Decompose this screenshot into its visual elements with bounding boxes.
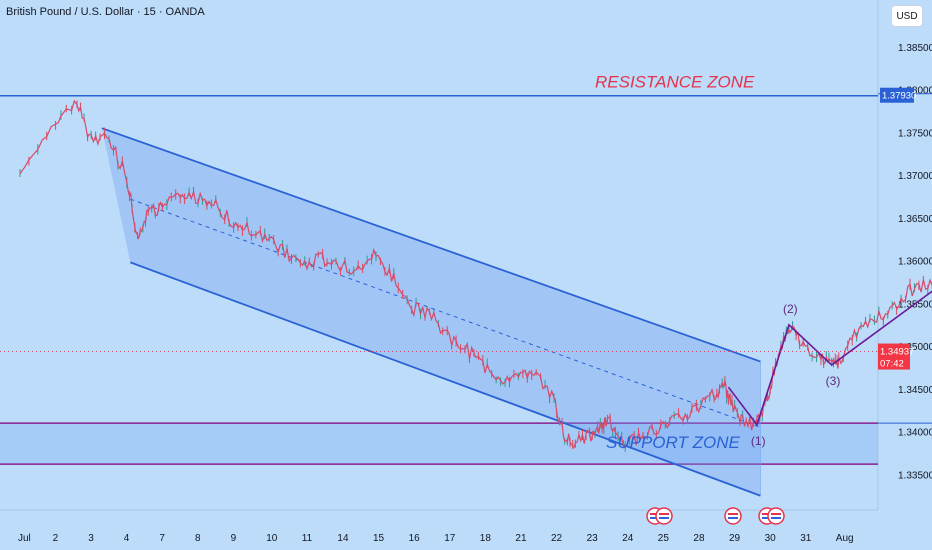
y-tick-label: 1.36500 xyxy=(898,214,932,225)
y-tick-label: 1.33500 xyxy=(898,470,932,481)
event-flag-stripe xyxy=(728,517,738,519)
event-flag-stripe xyxy=(650,517,660,519)
channel-fill xyxy=(101,128,761,496)
event-flag-stripe xyxy=(650,513,660,515)
resistance-price-badge xyxy=(880,87,914,103)
event-flag-stripe xyxy=(762,513,772,515)
x-tick-label: 8 xyxy=(195,533,201,544)
support-zone-label: SUPPORT ZONE xyxy=(606,433,740,452)
countdown-label: 07:42 xyxy=(880,359,904,370)
y-tick-label: 1.34000 xyxy=(898,428,932,439)
channel-upper-line xyxy=(101,127,761,363)
resistance-price-label: 1.37930 xyxy=(882,91,916,102)
event-flag-stripe xyxy=(728,513,738,515)
x-tick-label: Jul xyxy=(18,533,31,544)
x-tick-label: 31 xyxy=(800,533,812,544)
x-tick-label: 25 xyxy=(658,533,670,544)
x-tick-label: 7 xyxy=(159,533,165,544)
x-tick-label: 4 xyxy=(124,533,130,544)
x-tick-label: 23 xyxy=(587,533,599,544)
y-tick-label: 1.34500 xyxy=(898,385,932,396)
y-tick-label: 1.36000 xyxy=(898,257,932,268)
x-tick-label: 28 xyxy=(693,533,705,544)
x-tick-label: 16 xyxy=(409,533,421,544)
y-tick-label: 1.38000 xyxy=(898,86,932,97)
x-tick-label: 2 xyxy=(53,533,59,544)
x-tick-label: 18 xyxy=(480,533,492,544)
x-tick-label: 3 xyxy=(88,533,94,544)
event-flag-stripe xyxy=(771,517,781,519)
event-flag-stripe xyxy=(659,517,669,519)
wave-label: (1) xyxy=(751,434,766,448)
y-tick-label: 1.37500 xyxy=(898,128,932,139)
x-tick-label: 17 xyxy=(444,533,456,544)
y-tick-label: 1.35500 xyxy=(898,299,932,310)
wave-line xyxy=(727,290,932,427)
event-flag-icon xyxy=(655,507,673,525)
current-price-badge xyxy=(878,343,910,370)
y-tick-label: 1.38500 xyxy=(898,43,932,54)
x-tick-label: 29 xyxy=(729,533,741,544)
x-tick-label: 22 xyxy=(551,533,563,544)
price-axis xyxy=(878,0,932,550)
event-flag-stripe xyxy=(659,513,669,515)
x-tick-label: 15 xyxy=(373,533,385,544)
support-zone-band xyxy=(0,423,878,465)
channel-lower-line xyxy=(130,261,761,497)
x-tick-label: 10 xyxy=(266,533,278,544)
x-tick-label: 11 xyxy=(302,533,313,544)
wave-label: (3) xyxy=(826,374,841,388)
x-tick-label: 9 xyxy=(231,533,237,544)
price-line xyxy=(19,99,932,449)
x-tick-label: Aug xyxy=(836,533,854,544)
wave-label: (2) xyxy=(783,302,798,316)
chart-title: British Pound / U.S. Dollar · 15 · OANDA xyxy=(6,6,205,18)
event-flag-icon xyxy=(724,507,742,525)
event-flag-icon xyxy=(767,507,785,525)
current-price-label: 1.34937 xyxy=(880,347,914,358)
resistance-zone-label: RESISTANCE ZONE xyxy=(595,73,755,92)
x-tick-label: 24 xyxy=(622,533,634,544)
currency-button[interactable]: USD xyxy=(891,5,923,27)
x-tick-label: 30 xyxy=(765,533,777,544)
y-tick-label: 1.37000 xyxy=(898,171,932,182)
y-tick-label: 1.35000 xyxy=(898,342,932,353)
x-tick-label: 21 xyxy=(515,533,527,544)
event-flag-stripe xyxy=(762,517,772,519)
event-flag-stripe xyxy=(771,513,781,515)
x-tick-label: 14 xyxy=(337,533,349,544)
